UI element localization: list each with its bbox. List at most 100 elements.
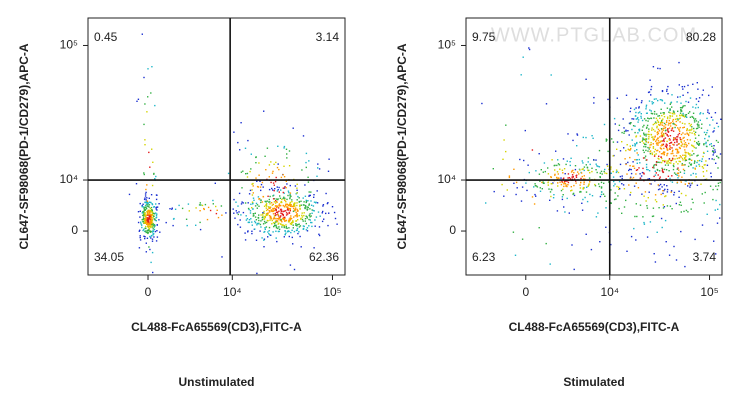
event-dot — [675, 202, 677, 205]
event-dot — [144, 221, 146, 223]
event-dot — [712, 198, 714, 201]
event-dot — [573, 268, 575, 271]
event-dot — [556, 176, 558, 179]
event-dot — [665, 146, 668, 149]
event-dot — [186, 224, 188, 227]
event-dot — [299, 235, 301, 238]
event-dot — [141, 224, 143, 226]
event-dot — [302, 228, 304, 230]
event-dot — [596, 165, 598, 167]
event-dot — [607, 98, 609, 101]
event-dot — [635, 173, 637, 175]
event-dot — [676, 157, 678, 160]
event-dot — [685, 115, 687, 118]
event-dot — [655, 201, 658, 203]
event-dot — [265, 201, 267, 203]
event-dot — [642, 138, 645, 140]
event-dot — [573, 184, 575, 187]
event-dot — [209, 209, 212, 212]
event-dot — [255, 219, 258, 221]
event-dot — [693, 119, 696, 121]
event-dot — [144, 204, 147, 207]
event-dot — [649, 146, 651, 149]
event-dot — [288, 235, 290, 238]
event-dot — [634, 115, 637, 117]
x-tick-label: 0 — [522, 285, 529, 299]
event-dot — [652, 146, 655, 148]
event-dot — [273, 198, 276, 200]
event-dot — [679, 117, 681, 119]
event-dot — [621, 131, 623, 134]
event-dot — [668, 139, 670, 141]
event-dot — [666, 107, 669, 109]
event-dot — [678, 151, 680, 153]
event-dot — [685, 194, 687, 197]
event-dot — [655, 153, 657, 155]
event-dot — [630, 148, 632, 150]
event-dot — [585, 164, 587, 166]
event-dot — [581, 202, 583, 204]
event-dot — [302, 135, 305, 137]
event-dot — [617, 171, 620, 174]
event-dot — [312, 209, 314, 212]
event-dot — [308, 218, 310, 221]
event-dot — [147, 231, 149, 234]
event-dot — [144, 215, 146, 217]
event-dot — [694, 137, 697, 139]
event-dot — [531, 196, 534, 198]
event-dot — [663, 122, 666, 125]
event-dot — [549, 191, 552, 193]
event-dot — [631, 178, 633, 180]
event-dot — [716, 222, 719, 224]
event-dot — [660, 193, 662, 196]
event-dot — [258, 205, 260, 207]
event-dot — [506, 189, 508, 191]
event-dot — [621, 177, 623, 180]
event-dot — [635, 118, 637, 120]
event-dot — [522, 56, 524, 58]
event-dot — [236, 212, 238, 214]
event-dot — [286, 157, 288, 159]
event-dot — [291, 205, 293, 208]
event-dot — [681, 107, 683, 109]
event-dot — [692, 145, 695, 147]
event-dot — [669, 103, 671, 105]
event-dot — [587, 157, 590, 159]
event-dot — [314, 219, 316, 221]
event-dot — [672, 118, 674, 121]
event-dot — [674, 137, 676, 139]
event-dot — [272, 189, 274, 191]
event-dot — [644, 157, 646, 159]
event-dot — [139, 216, 141, 218]
event-dot — [283, 206, 286, 208]
event-dot — [702, 171, 704, 173]
event-dot — [286, 203, 288, 205]
event-dot — [151, 211, 154, 213]
event-dot — [661, 124, 663, 126]
event-dot — [635, 135, 638, 137]
event-dot — [149, 223, 151, 225]
event-dot — [264, 230, 266, 233]
event-dot — [653, 151, 656, 153]
event-dot — [144, 214, 146, 216]
event-dot — [156, 236, 159, 238]
event-dot — [665, 178, 667, 180]
event-dot — [282, 218, 284, 221]
event-dot — [155, 240, 158, 242]
event-dot — [139, 210, 141, 212]
event-dot — [614, 123, 616, 125]
event-dot — [650, 133, 652, 136]
event-dot — [689, 97, 692, 99]
event-dot — [715, 162, 717, 164]
event-dot — [683, 172, 686, 174]
event-dot — [662, 204, 664, 206]
event-dot — [285, 203, 287, 205]
event-dot — [289, 210, 291, 212]
event-dot — [681, 110, 683, 112]
event-dot — [663, 154, 665, 156]
event-dot — [676, 101, 678, 103]
event-dot — [633, 185, 636, 187]
event-dot — [595, 159, 597, 161]
event-dot — [664, 145, 667, 147]
event-dot — [691, 198, 693, 200]
